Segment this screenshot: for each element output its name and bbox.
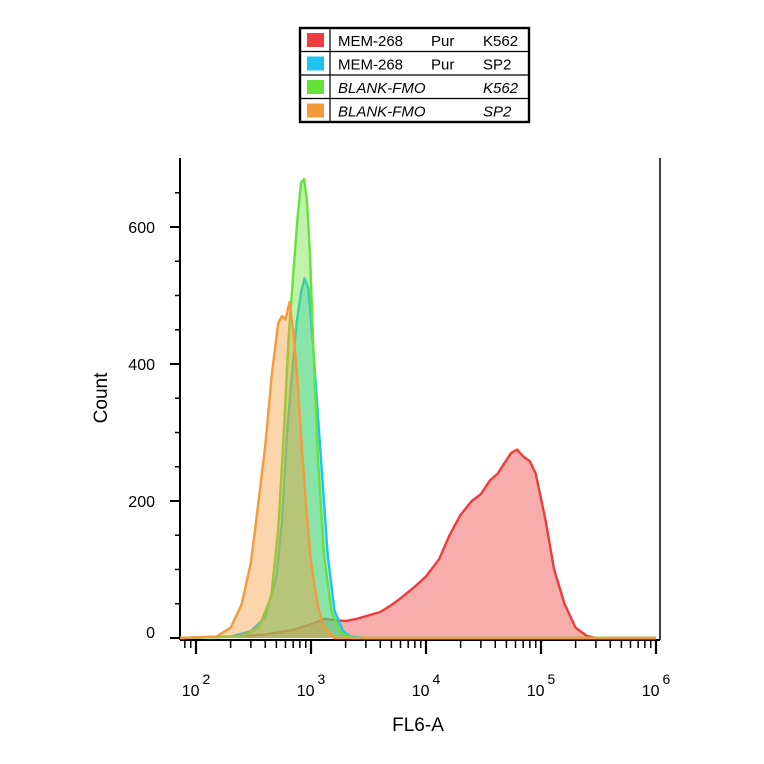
series-line-2 xyxy=(179,277,656,640)
x-tick-label: 105 xyxy=(527,671,556,700)
legend-swatch xyxy=(307,103,324,118)
legend-form: Pur xyxy=(431,33,454,50)
legend-antibody: MEM-268 xyxy=(338,33,403,50)
legend-swatch xyxy=(307,80,324,94)
series-line-3 xyxy=(179,177,656,640)
series-area-3 xyxy=(180,179,656,638)
x-axis-title: FL6-A xyxy=(392,715,444,736)
legend-antibody: BLANK-FMO xyxy=(338,104,426,121)
axes: 0 200 400 600 102 103 104 105 106 xyxy=(128,192,671,700)
legend-antibody: BLANK-FMO xyxy=(338,80,426,97)
legend: MEM-268 Pur K562 MEM-268 Pur SP2 BLANK-FMO K562… xyxy=(298,26,531,124)
x-tick-label: 104 xyxy=(412,671,441,700)
legend-cell-line: SP2 xyxy=(483,104,512,121)
series-area-1 xyxy=(180,449,656,638)
legend-antibody: MEM-268 xyxy=(338,57,403,74)
series-layer xyxy=(179,177,656,640)
y-tick-label: 200 xyxy=(128,494,155,511)
legend-cell-line: K562 xyxy=(483,80,519,97)
legend-cell-line: K562 xyxy=(483,33,518,50)
y-tick-label: 0 xyxy=(146,625,155,642)
legend-swatch xyxy=(307,33,324,47)
legend-form: Pur xyxy=(431,57,454,74)
x-tick-label: 102 xyxy=(182,671,211,700)
legend-swatch xyxy=(307,56,324,71)
y-tick-label: 400 xyxy=(128,357,155,374)
x-tick-label: 106 xyxy=(642,671,671,700)
legend-cell-line: SP2 xyxy=(483,57,511,74)
series-line-1 xyxy=(179,448,656,640)
y-axis-title: Count xyxy=(91,372,112,423)
y-tick-label: 600 xyxy=(128,220,155,237)
x-tick-label: 103 xyxy=(297,671,326,700)
series-line-4 xyxy=(179,301,656,640)
series-area-2 xyxy=(180,278,656,638)
series-area-4 xyxy=(180,302,656,638)
